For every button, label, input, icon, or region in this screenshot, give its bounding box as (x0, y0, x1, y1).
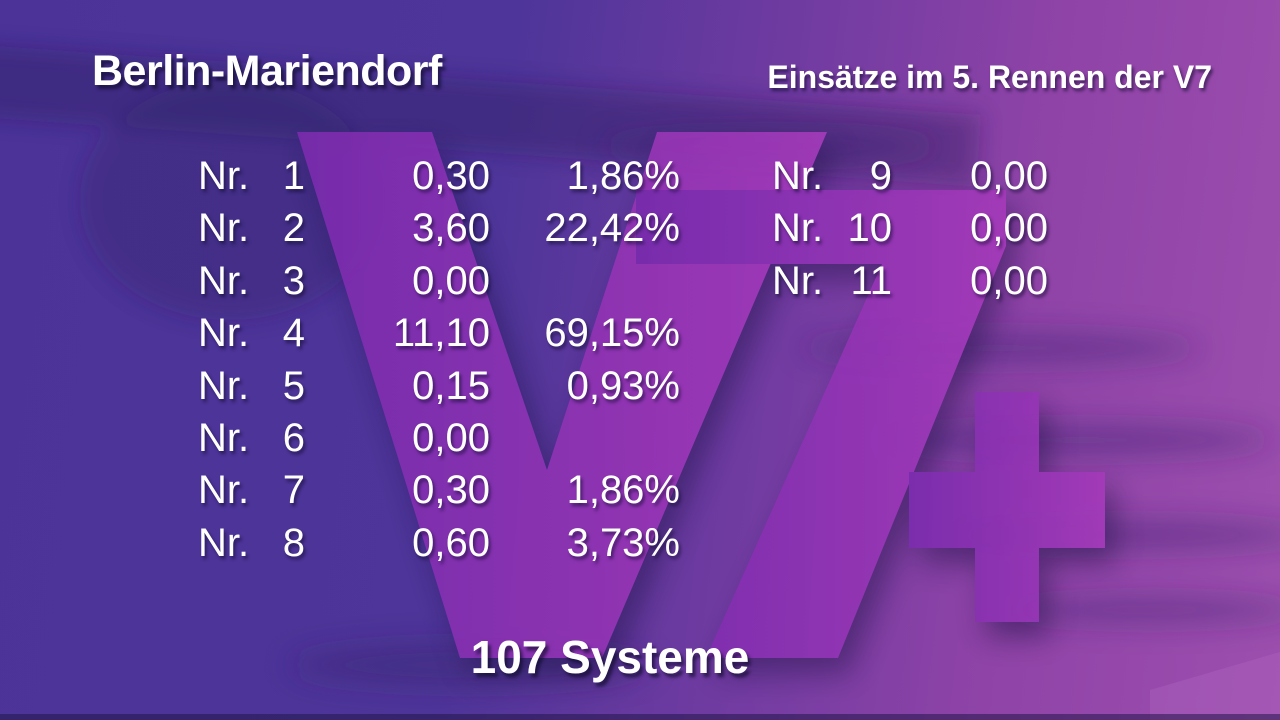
stake-percent: 0,93% (566, 363, 680, 408)
stake-number: 9 (869, 154, 892, 198)
stake-row: Nr. 4 11,10 69,15% (198, 307, 680, 359)
stake-row: Nr. 10 0,00 (772, 202, 1048, 254)
stake-number: 2 (282, 206, 305, 251)
stake-amount: 0,15 (412, 363, 490, 408)
stake-number: 8 (282, 520, 305, 565)
stake-number: 4 (282, 311, 305, 356)
corner-light-band (1150, 652, 1280, 720)
stake-label: Nr. (198, 258, 250, 303)
stake-row: Nr. 3 0,00 (198, 255, 680, 307)
stake-number: 11 (850, 258, 892, 303)
stake-amount: 0,30 (412, 154, 490, 198)
stake-percent: 69,15% (544, 311, 680, 356)
stake-label: Nr. (198, 154, 250, 198)
stake-amount: 0,30 (412, 468, 490, 513)
stake-label: Nr. (198, 206, 250, 251)
stake-label: Nr. (198, 520, 250, 565)
stake-number: 6 (282, 415, 305, 460)
track-title: Berlin-Mariendorf (92, 47, 442, 95)
stakes-table-left: Nr. 1 0,30 1,86% Nr. 2 3,60 22,42% Nr. 3… (198, 150, 680, 569)
stake-label: Nr. (198, 415, 250, 460)
stake-label: Nr. (198, 468, 250, 513)
stake-amount: 0,00 (970, 154, 1048, 198)
stake-number: 5 (282, 363, 305, 408)
stake-amount: 0,00 (412, 258, 490, 303)
stake-number: 7 (282, 468, 305, 513)
stake-label: Nr. (198, 311, 250, 356)
stake-row: Nr. 9 0,00 (772, 150, 1048, 202)
stake-row: Nr. 2 3,60 22,42% (198, 202, 680, 254)
stake-row: Nr. 1 0,30 1,86% (198, 150, 680, 202)
stake-percent (490, 255, 680, 307)
stake-label: Nr. (198, 363, 250, 408)
stake-number: 1 (282, 154, 305, 198)
watermark-glyph-plus (909, 392, 1105, 622)
stake-amount: 0,00 (412, 415, 490, 460)
stake-percent: 3,73% (566, 520, 680, 565)
stakes-table-right: Nr. 9 0,00 Nr. 10 0,00 Nr. 11 0,00 (772, 150, 1048, 307)
stake-row: Nr. 5 0,15 0,93% (198, 360, 680, 412)
stake-percent (490, 412, 680, 464)
stake-amount: 11,10 (392, 311, 490, 356)
stake-percent: 22,42% (544, 206, 680, 251)
race-subtitle: Einsätze im 5. Rennen der V7 (767, 59, 1212, 95)
stake-row: Nr. 11 0,00 (772, 255, 1048, 307)
stake-row: Nr. 7 0,30 1,86% (198, 464, 680, 516)
watermark-glyph-7 (636, 190, 1006, 658)
stake-row: Nr. 6 0,00 (198, 412, 680, 464)
stake-percent: 1,86% (566, 468, 680, 513)
stake-number: 3 (282, 258, 305, 303)
stake-amount: 3,60 (412, 206, 490, 251)
systems-count: 107 Systeme (470, 631, 750, 683)
stake-label: Nr. (772, 154, 824, 198)
stake-number: 10 (847, 206, 893, 251)
bottom-edge-line (0, 714, 1280, 720)
stake-row: Nr. 8 0,60 3,73% (198, 517, 680, 569)
stake-amount: 0,00 (970, 258, 1048, 303)
stake-label: Nr. (772, 258, 824, 303)
stake-percent: 1,86% (566, 154, 680, 198)
stake-amount: 0,00 (970, 206, 1048, 251)
stake-amount: 0,60 (412, 520, 490, 565)
stake-label: Nr. (772, 206, 824, 251)
